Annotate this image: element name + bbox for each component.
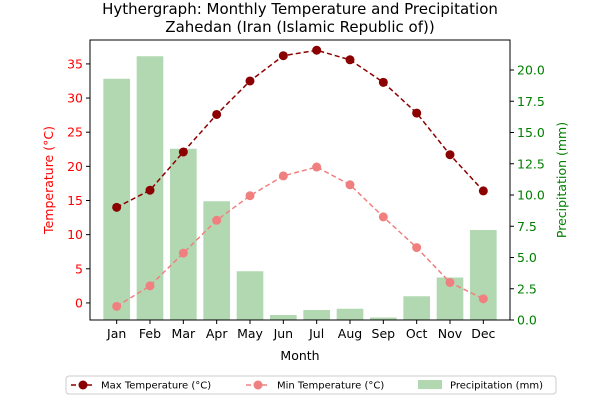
legend: Max Temperature (°C) Min Temperature (°C… <box>65 375 557 395</box>
plot-frame <box>89 39 511 321</box>
right-tick-label: 7.5 <box>517 219 537 234</box>
x-tick-label-oct: Oct <box>406 326 428 341</box>
precip-bar-jan <box>103 78 130 320</box>
y-axis-left-label: Temperature (°C) <box>41 126 56 235</box>
x-tick-label-jul: Jul <box>308 326 324 341</box>
min-temp-point-dec <box>478 294 488 304</box>
precip-bar-oct <box>403 296 430 320</box>
precip-bar-may <box>236 271 264 320</box>
left-tick-label: 10 <box>67 227 83 242</box>
right-tick-label: 12.5 <box>517 156 545 171</box>
chart-title: Hythergraph: Monthly Temperature and Pre… <box>102 0 498 18</box>
precip-bar-dec <box>470 230 497 320</box>
x-tick-label-nov: Nov <box>438 326 463 341</box>
min-temp-point-jul <box>312 162 322 172</box>
left-tick-label: 5 <box>75 261 83 276</box>
right-tick-label: 17.5 <box>517 94 545 109</box>
legend-max-marker <box>78 380 88 390</box>
min-temp-point-sep <box>378 212 388 222</box>
x-tick-label-feb: Feb <box>139 326 161 341</box>
right-tick-label: 5.0 <box>517 250 537 265</box>
precip-bar-aug <box>336 308 364 320</box>
temperature-lines <box>112 45 488 311</box>
max-temp-point-jun <box>278 51 288 61</box>
x-axis-ticks: Jan Feb Mar Apr May Jun Jul Aug Sep Oct Nov Dec <box>106 320 496 341</box>
left-tick-label: 35 <box>67 56 83 71</box>
left-tick-label: 30 <box>67 91 83 106</box>
x-axis-label: Month <box>280 348 319 363</box>
legend-item-max-temp: Max Temperature (°C) <box>71 380 211 392</box>
precip-bar-jun <box>270 315 297 320</box>
right-tick-label: 10.0 <box>517 188 545 203</box>
min-temp-point-apr <box>212 215 222 225</box>
max-temp-line <box>116 49 484 208</box>
x-tick-label-apr: Apr <box>206 326 228 341</box>
min-temp-point-mar <box>178 248 188 258</box>
precipitation-bars <box>103 56 497 320</box>
x-tick-label-may: May <box>237 326 263 341</box>
precip-bar-sep <box>370 317 397 320</box>
max-temp-point-aug <box>345 55 355 65</box>
left-tick-label: 25 <box>67 125 83 140</box>
plot-border <box>89 39 511 321</box>
right-tick-label: 20.0 <box>517 63 545 78</box>
x-tick-label-dec: Dec <box>471 326 495 341</box>
min-temp-point-aug <box>345 180 355 190</box>
max-temp-point-feb <box>145 185 155 195</box>
left-tick-label: 0 <box>75 295 83 310</box>
min-temp-point-jan <box>112 301 122 311</box>
x-tick-label-aug: Aug <box>338 326 362 341</box>
right-tick-label: 15.0 <box>517 125 545 140</box>
max-temp-point-nov <box>445 150 455 160</box>
left-tick-label: 20 <box>67 159 83 174</box>
chart-subtitle: Zahedan (Iran (Islamic Republic of)) <box>165 18 434 36</box>
left-tick-label: 15 <box>67 193 83 208</box>
min-temp-point-may <box>245 191 255 201</box>
max-temp-point-sep <box>378 77 388 87</box>
legend-item-min-temp: Min Temperature (°C) <box>246 380 384 392</box>
min-temp-point-oct <box>412 243 422 253</box>
legend-min-marker <box>253 380 263 390</box>
right-tick-label: 0.0 <box>517 313 537 328</box>
right-tick-label: 2.5 <box>517 281 537 296</box>
legend-precip-label: Precipitation (mm) <box>450 381 543 392</box>
legend-item-precip: Precipitation (mm) <box>418 380 543 392</box>
min-temp-line <box>116 166 484 307</box>
min-temp-point-nov <box>445 277 455 287</box>
precip-bar-jul <box>303 310 330 320</box>
y-axis-right-label: Precipitation (mm) <box>554 122 569 238</box>
min-temp-point-feb <box>145 281 155 291</box>
max-temp-point-mar <box>178 147 188 157</box>
max-temp-point-apr <box>212 109 222 119</box>
right-axis-ticks: 0.0 2.5 5.0 7.5 10.0 12.5 15.0 17.5 20.0 <box>510 63 545 328</box>
max-temp-point-may <box>245 76 255 86</box>
legend-min-label: Min Temperature (°C) <box>277 381 384 392</box>
x-tick-label-sep: Sep <box>372 326 396 341</box>
x-tick-label-mar: Mar <box>172 326 196 341</box>
left-axis-ticks: 0 5 10 15 20 25 30 35 <box>67 56 90 310</box>
max-temp-point-oct <box>412 108 422 118</box>
max-temp-point-jul <box>312 45 322 55</box>
x-tick-label-jun: Jun <box>273 326 294 341</box>
legend-precip-swatch <box>418 380 442 389</box>
legend-max-label: Max Temperature (°C) <box>101 381 211 392</box>
max-temp-point-dec <box>478 186 488 196</box>
x-tick-label-jan: Jan <box>106 326 126 341</box>
min-temp-point-jun <box>278 171 288 181</box>
precip-bar-mar <box>170 148 197 320</box>
max-temp-point-jan <box>112 202 122 212</box>
